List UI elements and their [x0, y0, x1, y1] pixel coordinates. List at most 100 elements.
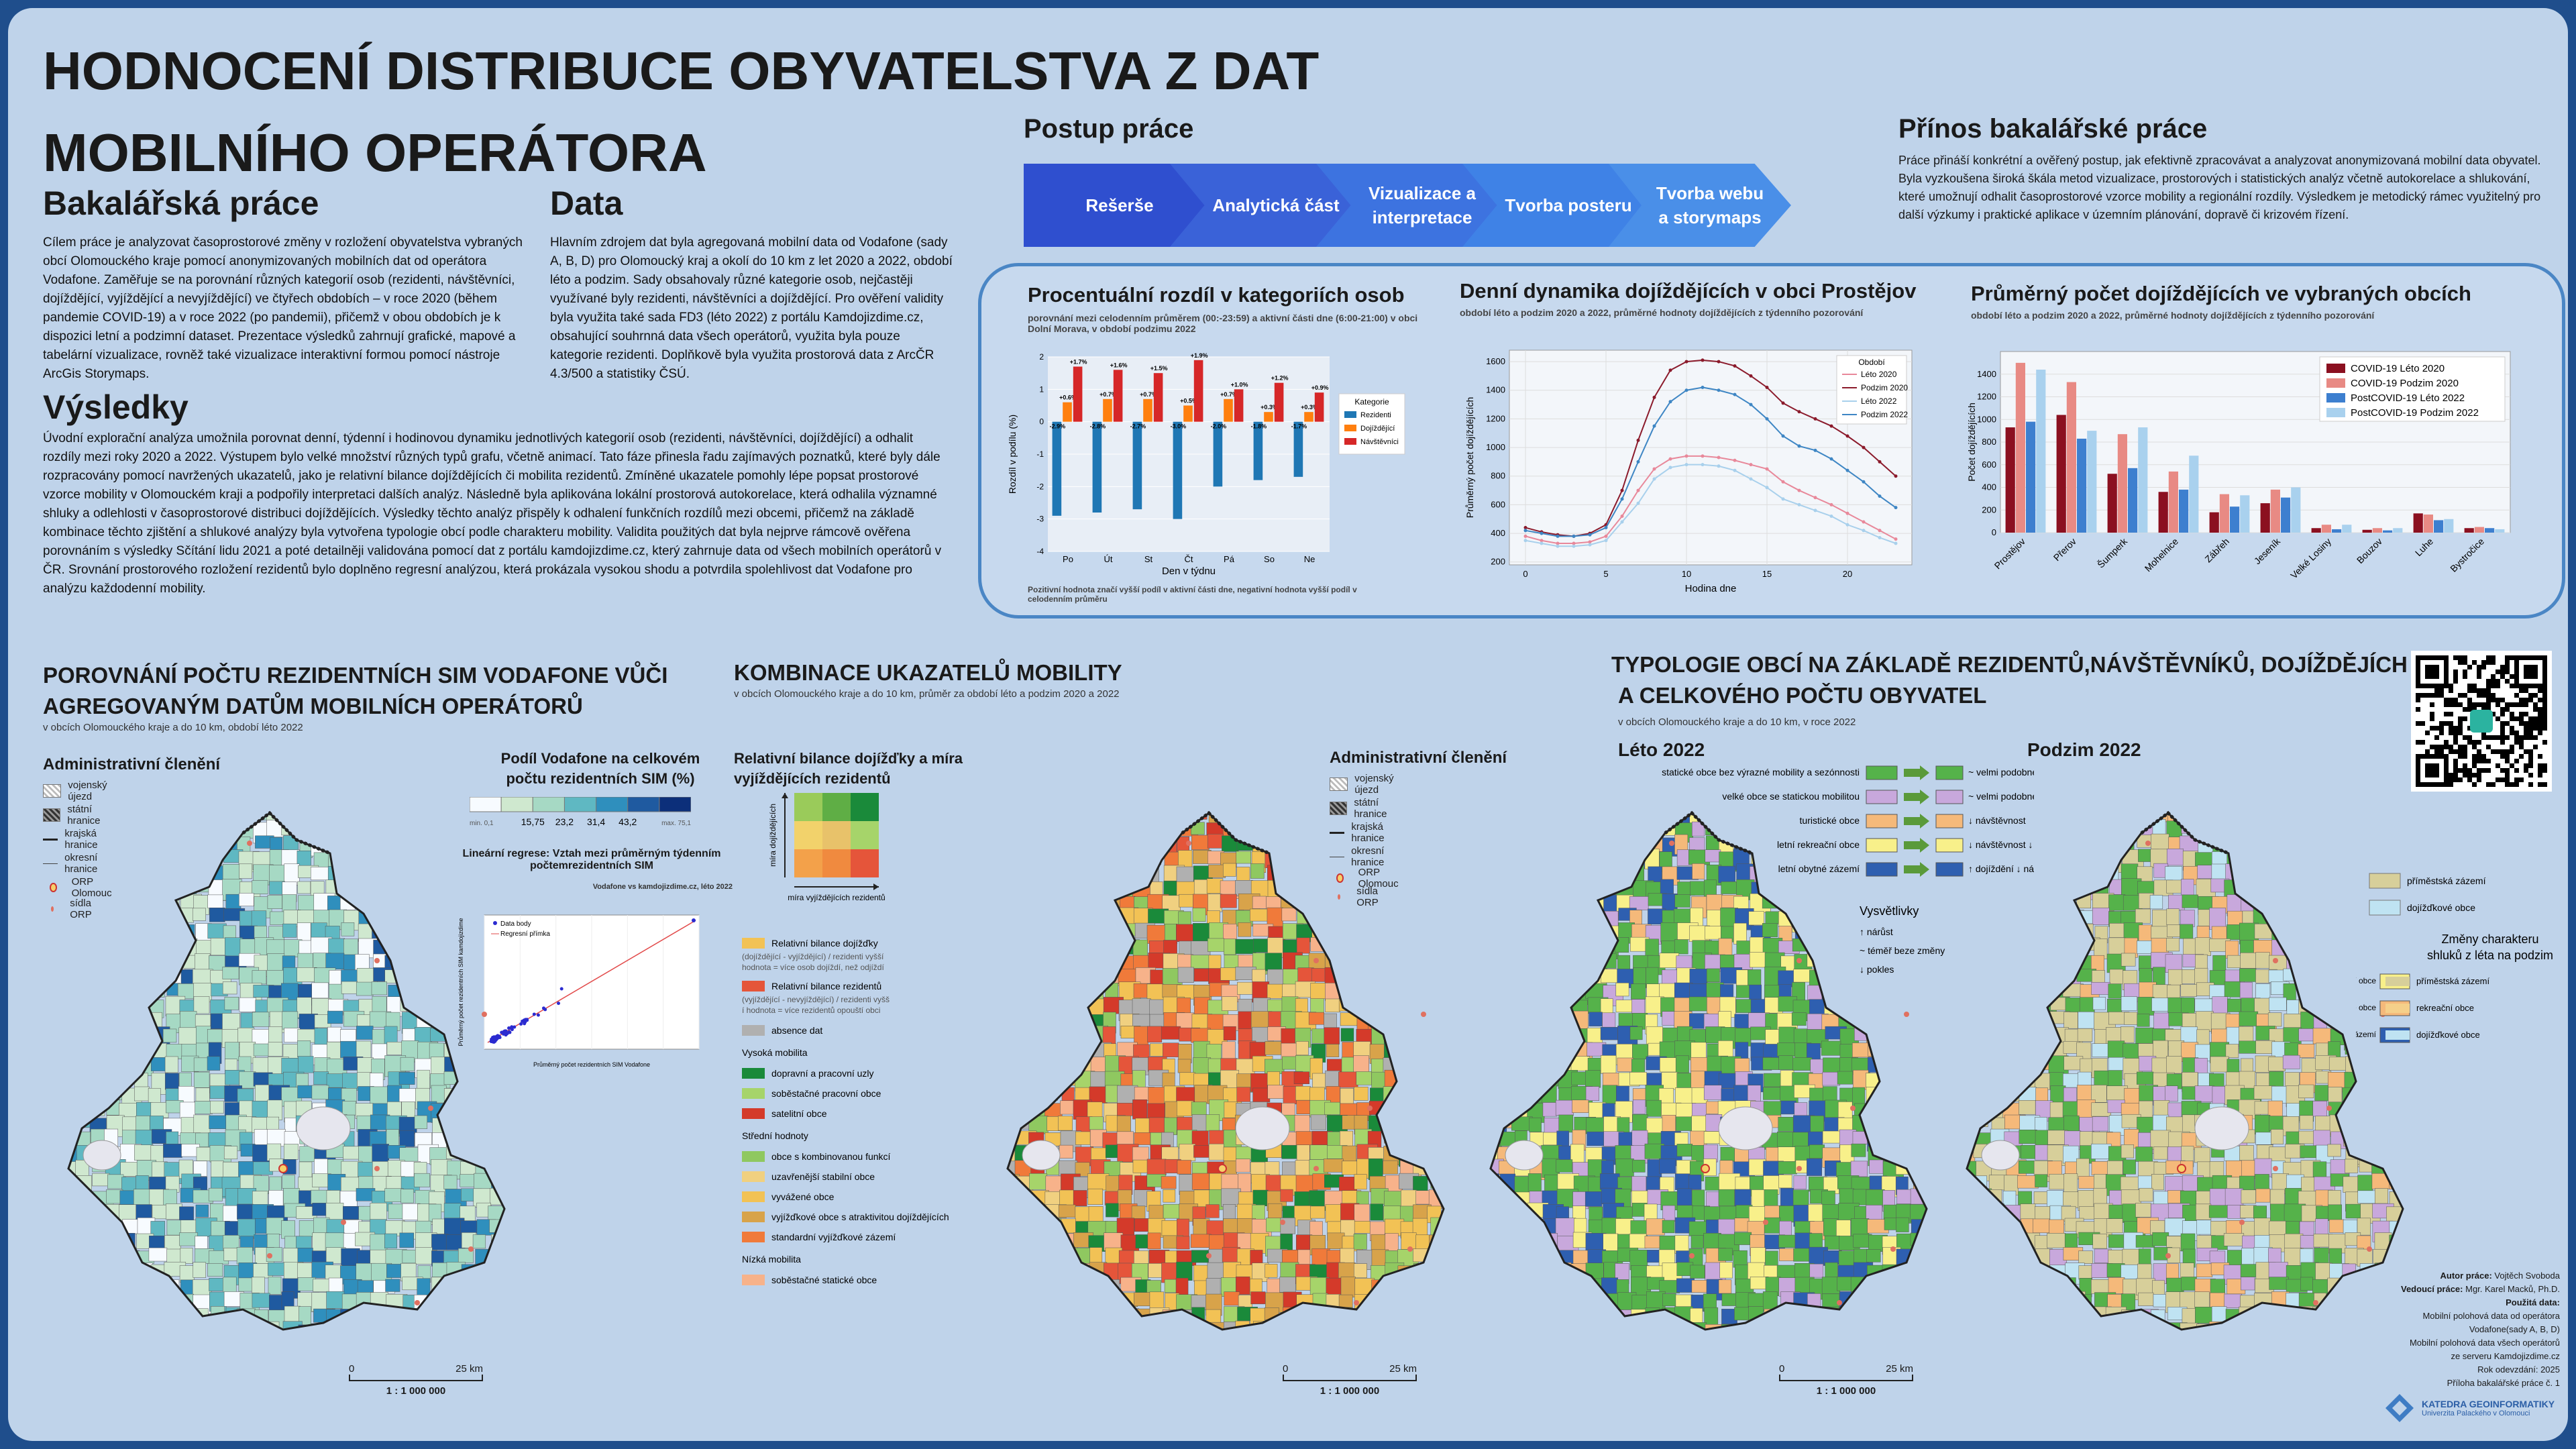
map-left [67, 810, 506, 1331]
municipality [1617, 813, 1635, 825]
municipality [2108, 894, 2126, 911]
municipality [2004, 984, 2025, 1002]
municipality [417, 1069, 430, 1089]
municipality [2017, 969, 2037, 991]
bar [2087, 431, 2097, 533]
municipality [1265, 1264, 1278, 1278]
municipality [1045, 1071, 1060, 1093]
municipality [399, 866, 419, 882]
municipality [1497, 937, 1518, 955]
municipality [1400, 820, 1417, 835]
municipality [1224, 1322, 1244, 1330]
municipality [2003, 951, 2022, 969]
military-swatch [1330, 777, 1348, 791]
municipality [462, 954, 479, 974]
municipality [1030, 999, 1051, 1016]
municipality [372, 996, 387, 1014]
municipality [1043, 1292, 1064, 1309]
municipality [1718, 1248, 1733, 1261]
municipality [1912, 1159, 1926, 1178]
municipality [1281, 837, 1296, 856]
municipality [474, 813, 495, 821]
municipality [1911, 1087, 1927, 1108]
municipality [2401, 1191, 2403, 1205]
municipality [1691, 1189, 1705, 1207]
type-desc: ~ velmi podobné [1968, 791, 2034, 802]
municipality [150, 952, 163, 971]
municipality [1511, 910, 1530, 928]
point [1668, 457, 1672, 461]
municipality [1542, 1102, 1558, 1117]
municipality [341, 878, 364, 897]
municipality [1339, 1307, 1352, 1328]
municipality [2254, 836, 2269, 851]
municipality [150, 813, 170, 820]
bar-návštěvníci [1193, 360, 1203, 422]
x-tick-label: Bouzov [2355, 536, 2384, 566]
municipality [211, 1306, 225, 1328]
municipality [76, 1059, 91, 1074]
municipality [415, 1247, 433, 1265]
leto-label: Léto 2022 [1618, 739, 1705, 760]
class-label: obce s kombinovanou funkcí [771, 1151, 891, 1162]
municipality [1132, 1099, 1148, 1120]
municipality [1324, 813, 1339, 820]
municipality [252, 970, 267, 985]
municipality [1147, 813, 1167, 820]
municipality [1543, 837, 1560, 857]
municipality [1311, 908, 1330, 930]
municipality [1778, 1055, 1794, 1070]
municipality [2019, 1130, 2037, 1144]
municipality [1190, 1234, 1212, 1248]
municipality [1925, 896, 1927, 912]
municipality [1867, 907, 1886, 928]
municipality [1491, 1070, 1499, 1089]
municipality [2094, 813, 2116, 824]
municipality [2108, 819, 2129, 841]
municipality [1807, 813, 1822, 822]
municipality [342, 1324, 364, 1330]
municipality [1414, 922, 1428, 941]
municipality [281, 983, 299, 1000]
municipality [2049, 813, 2066, 823]
municipality [165, 1279, 180, 1295]
municipality [1008, 1293, 1017, 1309]
municipality [327, 1324, 348, 1330]
municipality [1973, 896, 1989, 915]
municipality [1491, 1026, 1501, 1043]
municipality [1792, 863, 1812, 883]
municipality [119, 881, 132, 895]
municipality [1415, 1099, 1437, 1120]
arrow-head [782, 793, 788, 798]
municipality [371, 1043, 387, 1060]
municipality [103, 1042, 117, 1057]
municipality [107, 1174, 124, 1189]
bar [2383, 530, 2393, 533]
municipality [1615, 835, 1637, 849]
municipality [1382, 940, 1398, 960]
municipality [1542, 1042, 1562, 1058]
municipality [399, 1130, 415, 1147]
municipality [1194, 1336, 1210, 1348]
municipality [1808, 878, 1826, 899]
municipality [2284, 822, 2303, 839]
class-label: vyjížďkové obce s atraktivitou dojíždějí… [771, 1212, 949, 1222]
municipality [1340, 954, 1358, 971]
municipality [1013, 1305, 1034, 1325]
municipality [417, 851, 431, 865]
matrix-cell [794, 849, 822, 877]
orp-seat [1354, 1300, 1359, 1305]
x-tick-label: Šumperk [2095, 535, 2130, 570]
municipality [460, 996, 482, 1017]
municipality [104, 833, 121, 849]
municipality [1778, 1116, 1794, 1132]
municipality [1030, 1250, 1048, 1272]
municipality [1028, 1072, 1046, 1089]
municipality [2282, 938, 2304, 953]
municipality [237, 1203, 254, 1220]
point [1717, 464, 1721, 468]
municipality [1444, 910, 1450, 929]
municipality [1177, 1218, 1189, 1238]
municipality [415, 940, 432, 961]
